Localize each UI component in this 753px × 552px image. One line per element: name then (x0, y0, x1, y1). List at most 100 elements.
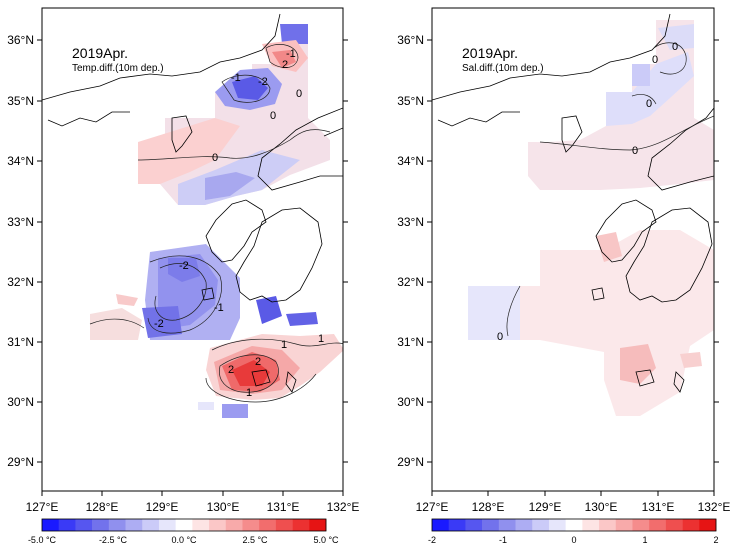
lat-label: 35°N (397, 94, 424, 108)
temp-warm-patch-sw (90, 308, 142, 340)
lat-label: 31°N (397, 335, 424, 349)
lon-label: 128°E (86, 500, 119, 514)
sal-colorbar (432, 519, 717, 531)
sal-map-panel: 0 0 0 0 0 36°N 35°N 34°N 33°N 32°N 31°N … (397, 7, 731, 545)
temp-warm-patch-w (138, 118, 240, 184)
contour-minus1-korea (221, 74, 271, 103)
contour-label: 0 (296, 88, 302, 100)
tsushima-coast (171, 115, 193, 153)
colorbar-swatch (665, 519, 683, 531)
contour-label: 2 (228, 364, 234, 376)
contour-plus1-south (211, 338, 343, 351)
contour-label: 0 (212, 152, 218, 164)
kyushu-north-coast (205, 199, 267, 263)
colorbar-swatch (632, 519, 650, 531)
colorbar-label: 0 (571, 535, 576, 545)
lat-label: 34°N (397, 154, 424, 168)
lon-label: 130°E (207, 500, 240, 514)
colorbar-swatch (292, 519, 310, 531)
temp-axis-ticks (37, 39, 348, 496)
lon-label: 131°E (642, 500, 675, 514)
lon-label: 132°E (327, 500, 360, 514)
temp-field (90, 24, 343, 418)
colorbar-swatch (242, 519, 260, 531)
colorbar-swatch (259, 519, 277, 531)
temp-map-frame (41, 7, 344, 492)
colorbar-label: 2.5 °C (242, 535, 268, 545)
colorbar-swatch (465, 519, 483, 531)
temp-cool-core-b (142, 306, 182, 338)
lat-label: 34°N (7, 154, 34, 168)
contour-plus2-south (219, 354, 279, 393)
lon-label: 129°E (529, 500, 562, 514)
temp-contour-labels: -1 2 -1 -2 0 0 0 -2 -1 -2 1 2 2 1 1 (154, 48, 324, 399)
temp-lon-labels: 127°E 128°E 129°E 130°E 131°E 132°E (26, 500, 360, 514)
temp-cool-patch-ne (280, 24, 308, 44)
temp-cool-core-strait (205, 172, 255, 200)
lat-label: 36°N (397, 33, 424, 47)
sal-fresh-core-a (632, 64, 650, 86)
colorbar-swatch (649, 519, 667, 531)
colorbar-label: 2 (713, 535, 718, 545)
contour-label: 0 (672, 41, 678, 53)
lat-label: 29°N (397, 455, 424, 469)
colorbar-label: -5.0 °C (28, 535, 57, 545)
lat-label: 33°N (7, 215, 34, 229)
lat-label: 29°N (7, 455, 34, 469)
contour-label: 0 (646, 98, 652, 110)
colorbar-swatch (42, 519, 60, 531)
contour-minus1-west (147, 255, 222, 334)
tanegashima-coast (673, 371, 685, 393)
contour-label: 1 (318, 333, 324, 345)
temp-lat-labels: 36°N 35°N 34°N 33°N 32°N 31°N 30°N 29°N (7, 33, 34, 469)
temp-colorbar-labels: -5.0 °C -2.5 °C 0.0 °C 2.5 °C 5.0 °C (28, 535, 339, 545)
colorbar-swatch (482, 519, 500, 531)
temp-warm-core-ne (272, 50, 296, 68)
colorbar-label: -2.5 °C (99, 535, 128, 545)
temp-warm-patch-sw2 (116, 294, 138, 306)
colorbar-swatch (92, 519, 110, 531)
honshu-coast (647, 107, 714, 191)
tsushima-coast (561, 115, 583, 153)
contour-minus2-west (154, 263, 207, 321)
temp-cool-patch-far-south2 (198, 402, 214, 410)
sal-contour-labels: 0 0 0 0 0 (497, 41, 678, 343)
contour-label: -2 (179, 260, 189, 272)
lon-label: 127°E (416, 500, 449, 514)
colorbar-swatch (432, 519, 450, 531)
colorbar-label: 1 (642, 535, 647, 545)
kyushu-east-coast (235, 207, 323, 303)
contour-sw (89, 318, 145, 329)
shikoku-coast (323, 127, 343, 137)
korea-coast (42, 13, 281, 101)
contour-label: 2 (282, 59, 288, 71)
contour-plus1-south-outer (205, 373, 317, 403)
contour-label: 2 (255, 356, 261, 368)
temp-coastline (42, 13, 343, 393)
sal-contours (506, 42, 714, 337)
colorbar-swatch (175, 519, 193, 531)
lat-label: 31°N (7, 335, 34, 349)
colorbar-label: -1 (499, 535, 507, 545)
sal-fresh-patch-sw (468, 286, 520, 340)
sal-axis-ticks (427, 39, 719, 496)
sal-colorbar-frame (431, 518, 717, 532)
contour-label: 0 (270, 110, 276, 122)
temp-cool-core-korea (232, 76, 268, 100)
colorbar-swatch (58, 519, 76, 531)
temp-map-title: 2019Apr. (72, 45, 128, 61)
honshu-coast (257, 107, 343, 191)
korea-south-coast (47, 111, 130, 127)
temp-cool-patch-osumi (286, 312, 318, 326)
temp-warm-core-south (232, 360, 270, 386)
colorbar-swatch (75, 519, 93, 531)
contour-label: -1 (231, 72, 241, 84)
kyushu-north-coast (595, 199, 657, 263)
lat-label: 33°N (397, 215, 424, 229)
contour-label: 1 (281, 339, 287, 351)
contour-zero-north (539, 115, 714, 151)
sal-map-title: 2019Apr. (462, 45, 518, 61)
contour-zero-korea (631, 94, 657, 105)
lat-label: 36°N (7, 33, 34, 47)
sal-lon-labels: 127°E 128°E 129°E 130°E 131°E 132°E (416, 500, 731, 514)
